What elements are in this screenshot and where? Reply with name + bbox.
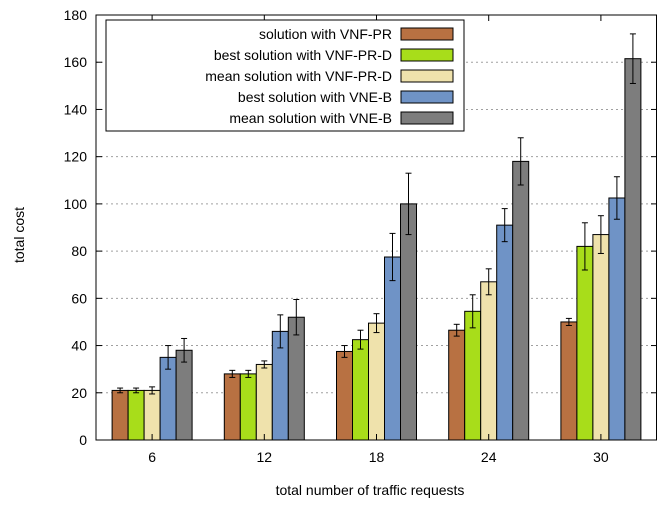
bar: [576, 245, 594, 441]
legend-label: solution with VNF-PR: [259, 26, 392, 42]
bar: [239, 373, 257, 441]
bar: [496, 224, 514, 441]
bar: [384, 256, 401, 441]
y-tick-label: 80: [71, 243, 87, 259]
x-tick-label: 24: [481, 449, 497, 465]
y-tick-label: 60: [71, 290, 87, 306]
bar: [223, 373, 241, 441]
x-axis-label: total number of traffic requests: [276, 482, 465, 498]
y-tick-label: 140: [64, 101, 88, 117]
bar: [127, 389, 145, 441]
legend-swatch: [400, 27, 454, 41]
bar: [336, 350, 353, 441]
y-tick-label: 120: [64, 149, 88, 165]
y-tick-label: 0: [79, 432, 87, 448]
x-tick-label: 30: [593, 449, 609, 465]
bar: [448, 329, 466, 441]
bar: [608, 197, 626, 441]
legend-label: mean solution with VNF-PR-D: [205, 68, 392, 84]
bar: [480, 281, 498, 441]
bar: [464, 310, 482, 441]
x-tick-label: 6: [148, 449, 156, 465]
bar: [111, 389, 129, 441]
legend: solution with VNF-PR best solution with V…: [105, 19, 465, 132]
legend-swatch: [400, 69, 454, 83]
x-tick-label: 18: [369, 449, 385, 465]
legend-label: best solution with VNF-PR-D: [214, 47, 392, 63]
bar: [512, 160, 530, 441]
legend-swatch: [400, 48, 454, 62]
y-tick-label: 100: [64, 196, 88, 212]
bar: [143, 389, 161, 441]
bar: [560, 321, 578, 441]
y-axis-label: total cost: [11, 207, 27, 263]
legend-label: best solution with VNE-B: [238, 89, 392, 105]
legend-swatch: [400, 111, 454, 125]
y-tick-label: 180: [64, 7, 88, 23]
bar: [400, 203, 417, 441]
bar: [368, 322, 385, 441]
y-tick-label: 40: [71, 338, 87, 354]
legend-swatch: [400, 90, 454, 104]
bar: [255, 363, 273, 441]
bar: [592, 234, 610, 441]
bar: [159, 356, 177, 441]
y-tick-label: 20: [71, 385, 87, 401]
bar: [352, 339, 369, 441]
bar: [624, 58, 642, 441]
y-tick-label: 160: [64, 54, 88, 70]
bar: [287, 316, 305, 441]
x-tick-label: 12: [257, 449, 273, 465]
legend-label: mean solution with VNE-B: [229, 110, 392, 126]
bar: [175, 349, 193, 441]
bars-layer: [111, 33, 642, 441]
